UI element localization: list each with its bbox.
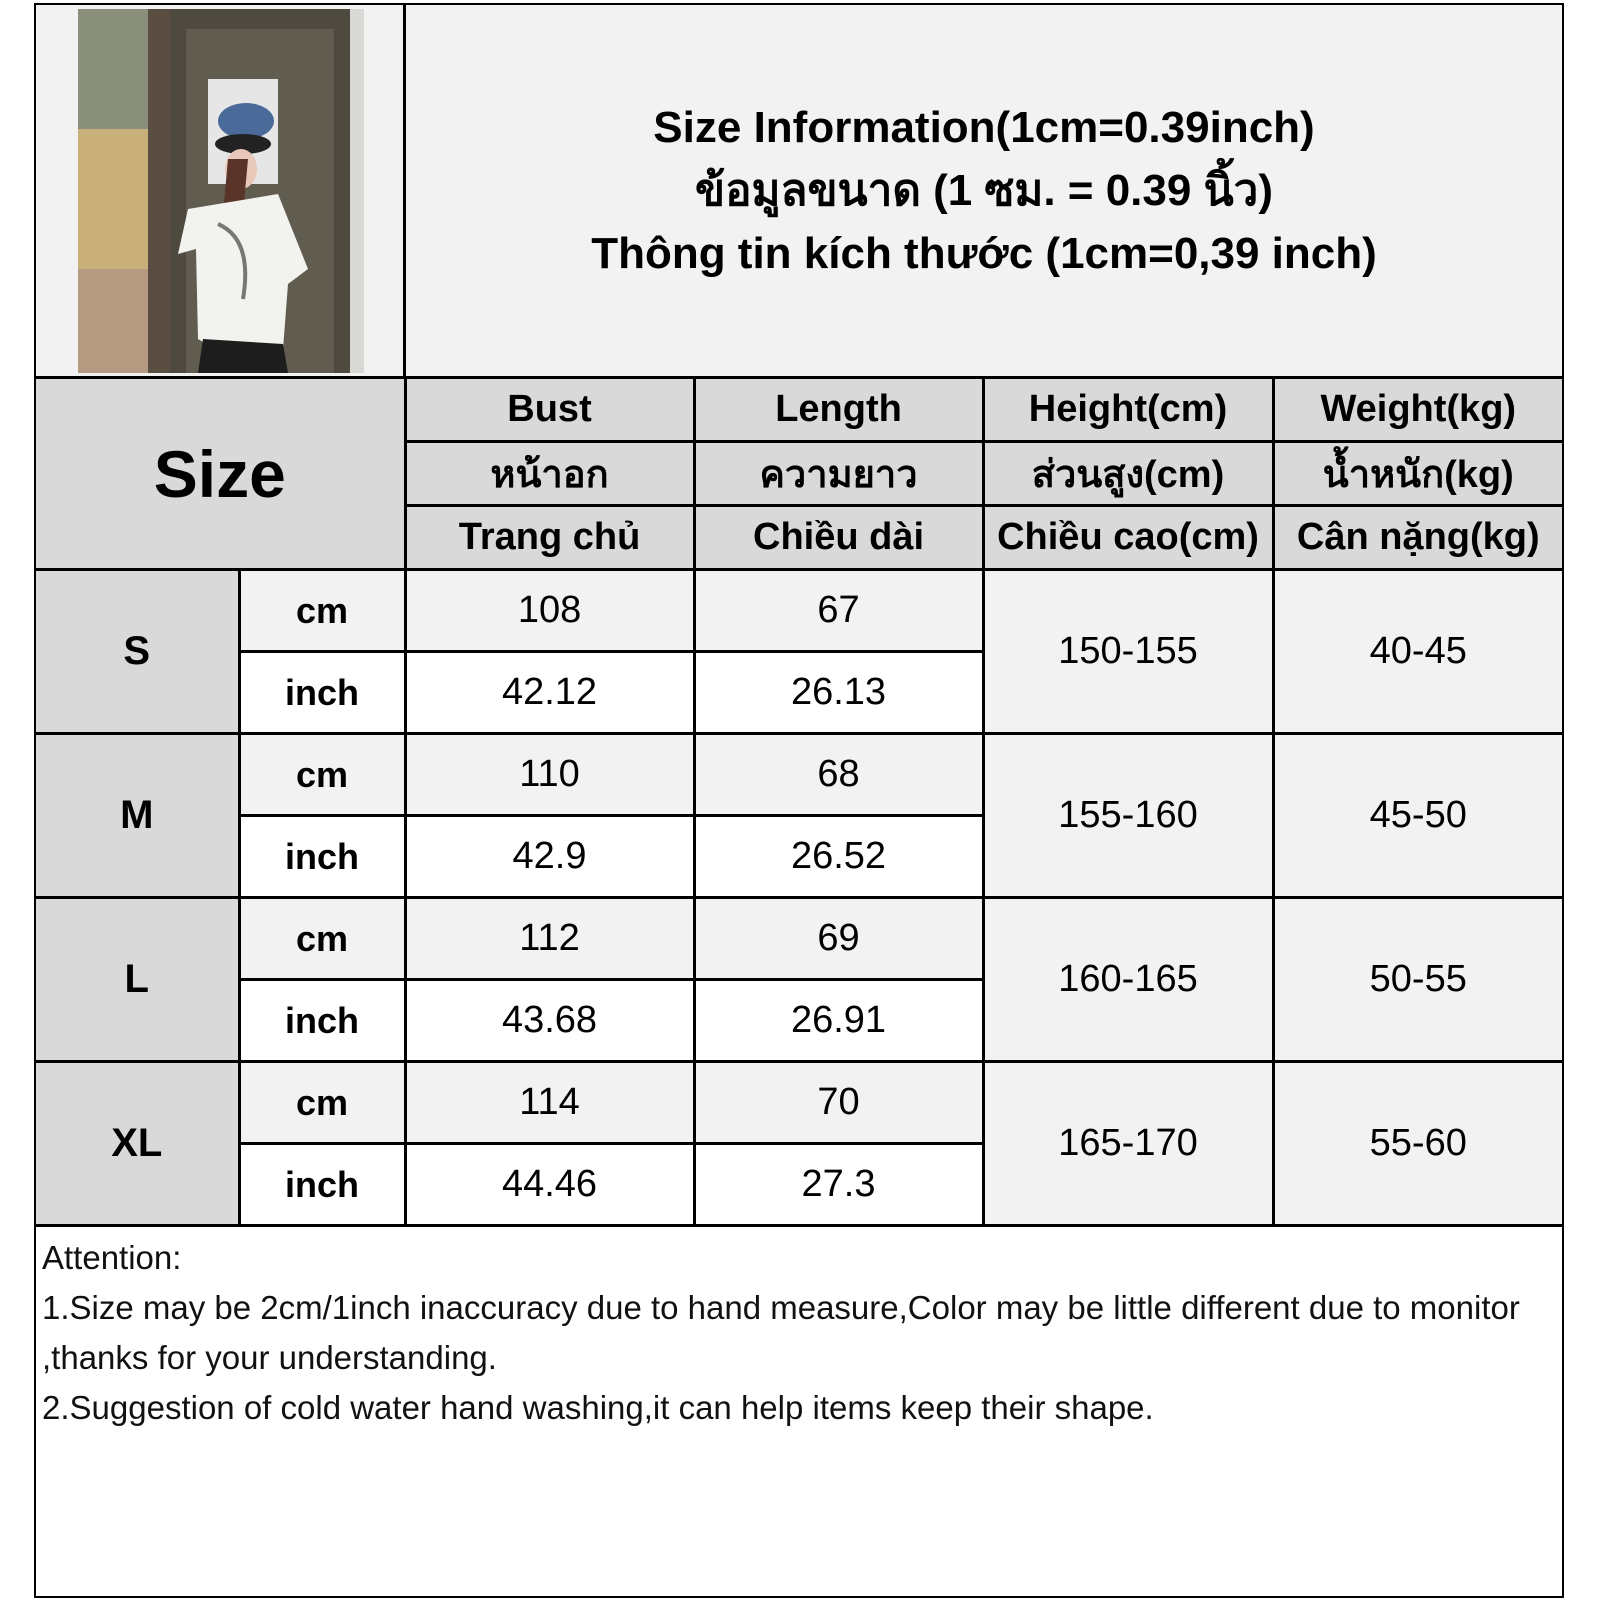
table-row: M cm 110 68 155-160 45-50 [36, 732, 1563, 899]
bust-inch: 42.12 [403, 650, 696, 735]
length-inch: 26.52 [692, 814, 984, 899]
size-label: L [36, 896, 241, 1063]
size-label: XL [36, 1060, 241, 1227]
header-row-thai: หน้าอก ความยาว ส่วนสูง(cm) น้ำหนัก(kg) [36, 440, 1563, 507]
header-weight-thai: น้ำหนัก(kg) [1271, 440, 1563, 507]
title-english: Size Information(1cm=0.39inch) [653, 103, 1315, 152]
unit-inch: inch [239, 978, 407, 1063]
bust-inch: 43.68 [403, 978, 696, 1063]
size-label: S [36, 568, 241, 735]
header-length: Length [692, 379, 985, 443]
bust-cm: 108 [403, 568, 696, 653]
size-table: Size Bust Length Height(cm) Weight(kg) ห… [36, 379, 1563, 1227]
header-length-vi: Chiều dài [692, 504, 985, 571]
header-height-vi: Chiều cao(cm) [981, 504, 1275, 571]
unit-inch: inch [239, 1142, 407, 1227]
photo-cell [36, 5, 406, 376]
size-chart: Size Information(1cm=0.39inch) ข้อมูลขนา… [34, 3, 1564, 1598]
header-height-thai: ส่วนสูง(cm) [981, 440, 1275, 507]
title-vietnamese: Thông tin kích thước (1cm=0,39 inch) [591, 229, 1377, 278]
note-1: 1.Size may be 2cm/1inch inaccuracy due t… [42, 1289, 1520, 1376]
weight-range: 55-60 [1271, 1060, 1563, 1227]
table-row: S cm 108 67 150-155 40-45 [36, 568, 1563, 735]
title-cell: Size Information(1cm=0.39inch) ข้อมูลขนา… [406, 5, 1562, 376]
length-cm: 70 [692, 1060, 985, 1145]
length-cm: 68 [692, 732, 985, 817]
unit-inch: inch [239, 650, 407, 735]
unit-cm: cm [237, 1060, 407, 1145]
table-row: inch 42.9 26.52 [36, 814, 1562, 899]
height-range: 155-160 [981, 732, 1275, 899]
size-label: M [36, 732, 241, 899]
table-row: inch 44.46 27.3 [36, 1142, 1562, 1227]
bust-cm: 114 [403, 1060, 696, 1145]
top-section: Size Information(1cm=0.39inch) ข้อมูลขนา… [36, 5, 1562, 379]
height-range: 165-170 [981, 1060, 1275, 1227]
header-height: Height(cm) [981, 379, 1275, 443]
table-row: XL cm 114 70 165-170 55-60 [36, 1060, 1563, 1227]
table-row: inch 43.68 26.91 [36, 978, 1562, 1063]
header-length-thai: ความยาว [692, 440, 985, 507]
unit-inch: inch [239, 814, 407, 899]
header-row-vietnamese: Trang chủ Chiều dài Chiều cao(cm) Cân nặ… [36, 504, 1563, 571]
weight-range: 40-45 [1271, 568, 1563, 735]
product-photo [78, 9, 364, 373]
bust-cm: 112 [403, 896, 696, 981]
length-inch: 27.3 [692, 1142, 984, 1227]
header-weight: Weight(kg) [1271, 379, 1563, 443]
size-header: Size [36, 379, 407, 571]
header-bust-vi: Trang chủ [405, 504, 696, 571]
unit-cm: cm [237, 732, 407, 817]
height-range: 150-155 [981, 568, 1275, 735]
weight-range: 50-55 [1271, 896, 1563, 1063]
title-thai: ข้อมูลขนาด (1 ซม. = 0.39 นิ้ว) [694, 166, 1273, 215]
height-range: 160-165 [981, 896, 1275, 1063]
notes: Attention: 1.Size may be 2cm/1inch inacc… [42, 1233, 1556, 1433]
unit-cm: cm [237, 568, 407, 653]
table-row: L cm 112 69 160-165 50-55 [36, 896, 1563, 1063]
bust-cm: 110 [403, 732, 696, 817]
header-bust-thai: หน้าอก [405, 440, 696, 507]
notes-heading: Attention: [42, 1239, 182, 1276]
length-inch: 26.91 [692, 978, 984, 1063]
length-inch: 26.13 [692, 650, 984, 735]
weight-range: 45-50 [1271, 732, 1563, 899]
length-cm: 69 [692, 896, 985, 981]
length-cm: 67 [692, 568, 985, 653]
unit-cm: cm [237, 896, 407, 981]
header-row-english: Size Bust Length Height(cm) Weight(kg) [36, 379, 1563, 571]
note-2: 2.Suggestion of cold water hand washing,… [42, 1389, 1154, 1426]
header-bust: Bust [403, 379, 696, 443]
header-weight-vi: Cân nặng(kg) [1271, 504, 1563, 571]
table-row: inch 42.12 26.13 [36, 650, 1562, 735]
bust-inch: 42.9 [403, 814, 696, 899]
bust-inch: 44.46 [403, 1142, 696, 1227]
